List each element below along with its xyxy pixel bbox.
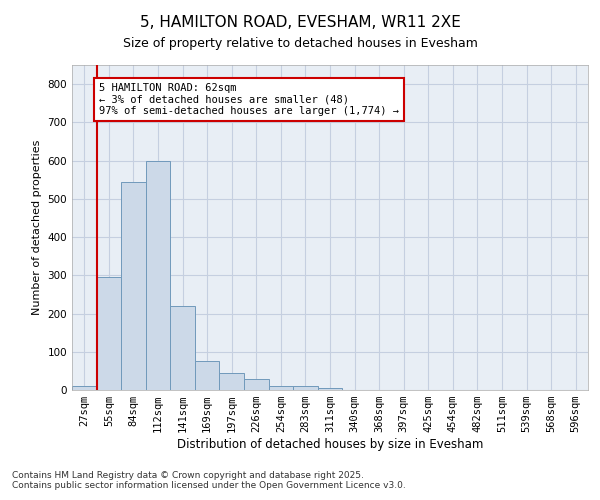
Text: 5 HAMILTON ROAD: 62sqm
← 3% of detached houses are smaller (48)
97% of semi-deta: 5 HAMILTON ROAD: 62sqm ← 3% of detached … [99, 83, 399, 116]
Bar [220, 373, 244, 390]
Bar [121, 182, 146, 390]
Text: 5, HAMILTON ROAD, EVESHAM, WR11 2XE: 5, HAMILTON ROAD, EVESHAM, WR11 2XE [140, 15, 460, 30]
Bar [97, 277, 121, 390]
Bar [195, 362, 220, 390]
X-axis label: Distribution of detached houses by size in Evesham: Distribution of detached houses by size … [177, 438, 483, 451]
Bar [318, 388, 342, 390]
Bar [269, 386, 293, 390]
Bar [146, 160, 170, 390]
Bar [72, 386, 97, 390]
Bar [293, 386, 318, 390]
Bar [170, 306, 195, 390]
Y-axis label: Number of detached properties: Number of detached properties [32, 140, 42, 315]
Text: Contains HM Land Registry data © Crown copyright and database right 2025.
Contai: Contains HM Land Registry data © Crown c… [12, 470, 406, 490]
Text: Size of property relative to detached houses in Evesham: Size of property relative to detached ho… [122, 38, 478, 51]
Bar [244, 378, 269, 390]
